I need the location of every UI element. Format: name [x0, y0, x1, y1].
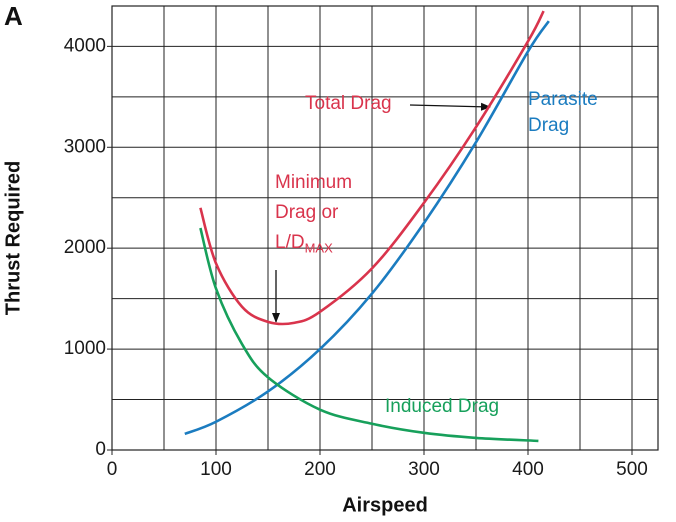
annotation: Drag or [275, 202, 339, 223]
y-tick-label: 0 [95, 439, 106, 460]
arrow [409, 102, 491, 111]
annotation: L/D [275, 232, 305, 253]
y-tick-label: 1000 [64, 338, 106, 359]
line-series [184, 20, 550, 436]
x-axis-label: Airspeed [342, 494, 428, 516]
annotation: Minimum [275, 172, 352, 193]
annotation-subscript: MAX [305, 240, 334, 255]
x-tick-label: 500 [616, 459, 648, 480]
series-label: Parasite Drag [528, 89, 598, 136]
line-series [199, 227, 539, 443]
y-tick-label: 3000 [64, 136, 106, 157]
y-tick-label: 4000 [64, 35, 106, 56]
line-series [199, 10, 545, 326]
x-tick-label: 0 [107, 459, 118, 480]
series-label: Induced Drag [385, 396, 499, 417]
y-tick-label: 2000 [64, 237, 106, 258]
y-axis-label: Thrust Required [2, 161, 24, 315]
x-tick-label: 200 [304, 459, 336, 480]
x-tick-label: 400 [512, 459, 544, 480]
plot-frame [111, 5, 659, 451]
series-label: Total Drag [305, 93, 392, 114]
panel-label: A [4, 1, 23, 31]
x-tick-label: 100 [200, 459, 232, 480]
x-tick-label: 300 [408, 459, 440, 480]
